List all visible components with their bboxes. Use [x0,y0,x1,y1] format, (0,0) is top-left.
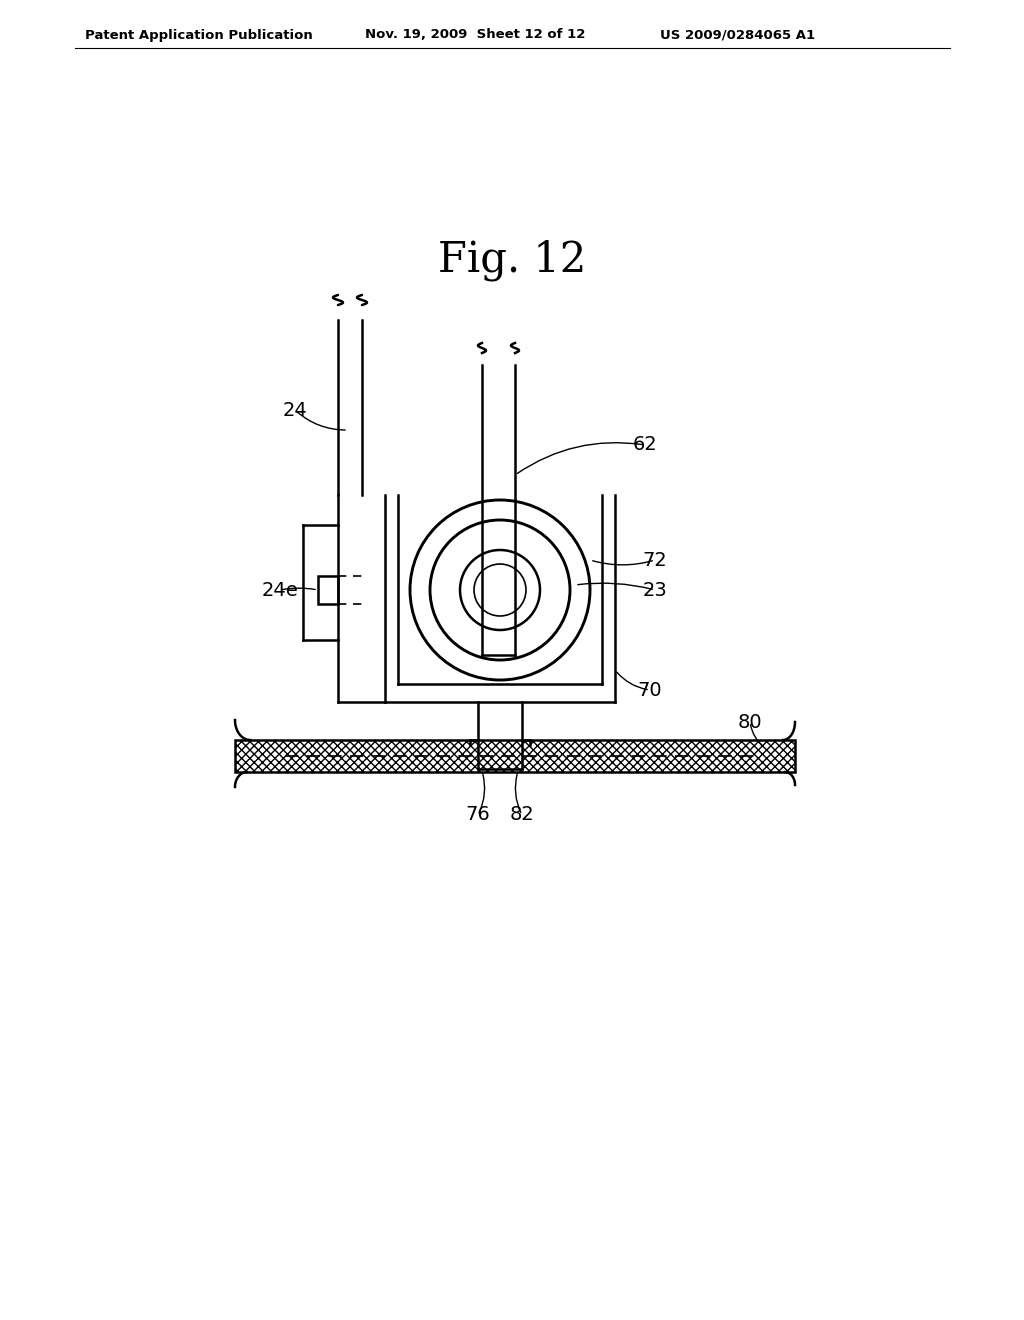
Text: Fig. 12: Fig. 12 [438,239,586,281]
Text: 23: 23 [643,581,668,599]
Text: Nov. 19, 2009  Sheet 12 of 12: Nov. 19, 2009 Sheet 12 of 12 [365,29,586,41]
Bar [318,576,338,605]
Text: 80: 80 [737,713,762,731]
Text: 62: 62 [633,436,657,454]
Text: 82: 82 [510,805,535,825]
Text: Patent Application Publication: Patent Application Publication [85,29,312,41]
Text: 70: 70 [638,681,663,700]
Text: 24: 24 [283,400,307,420]
Text: 76: 76 [466,805,490,825]
Bar [234,741,795,772]
Text: 24e: 24e [261,581,298,599]
Text: 72: 72 [643,550,668,569]
Text: US 2009/0284065 A1: US 2009/0284065 A1 [660,29,815,41]
